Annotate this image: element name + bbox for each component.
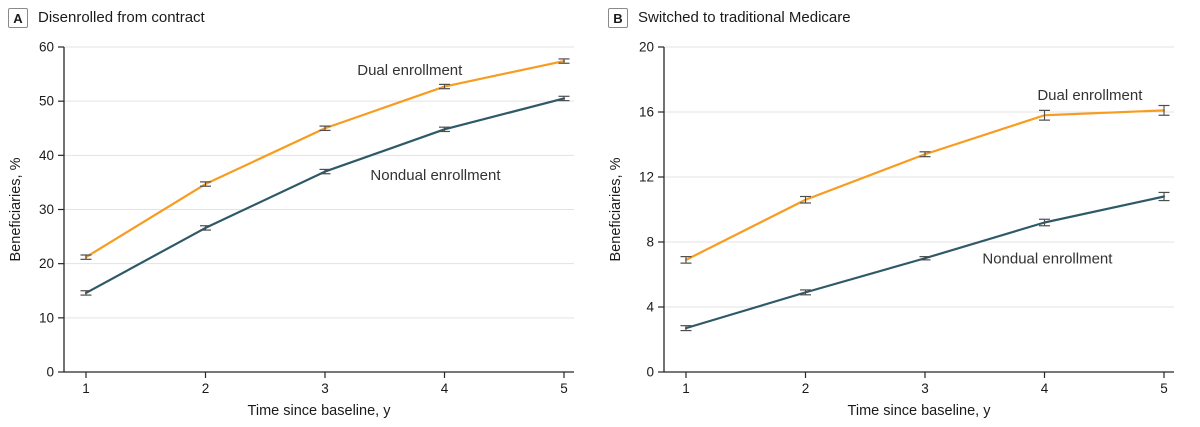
y-tick-label: 4 [646, 300, 654, 315]
panel-b: B Switched to traditional Medicare 0 4 8 12… [600, 0, 1200, 427]
series-line-dual-enrollment [684, 109, 1166, 261]
y-tick-label: 40 [39, 148, 54, 163]
y-tick-label: 0 [46, 365, 54, 380]
panel-a: A Disenrolled from contract 0 10 20 30 40 50 6… [0, 0, 600, 419]
x-axis-label: Time since baseline, y [848, 403, 992, 419]
series-line-dual-enrollment [84, 59, 566, 259]
x-tick-label: 4 [1041, 381, 1049, 396]
y-axis-label: Beneficiaries, % [8, 157, 24, 261]
x-axis-label: Time since baseline, y [248, 403, 392, 419]
x-tick-label: 3 [921, 381, 929, 396]
x-tick-label: 4 [441, 381, 449, 396]
panel-a-header: A Disenrolled from contract [0, 0, 600, 30]
y-tick-label: 20 [639, 40, 654, 55]
y-tick-label: 30 [39, 202, 54, 217]
x-tick-label: 1 [682, 381, 690, 396]
panel-b-title: Switched to traditional Medicare [638, 9, 851, 26]
x-tick-label: 3 [321, 381, 329, 396]
y-tick-label: 50 [39, 94, 54, 109]
y-tick-label: 8 [646, 235, 654, 250]
panel-a-letter: A [8, 8, 28, 28]
series-label-nondual-enrollment: Nondual enrollment [370, 167, 501, 184]
chart-disenrolled-from-contract: 0 10 20 30 40 50 60 1 2 3 4 5 Dual enrollment Nondual… [8, 40, 574, 419]
x-tick-label: 5 [1160, 381, 1168, 396]
panel-b-letter: B [608, 8, 628, 28]
series-label-dual-enrollment: Dual enrollment [1037, 87, 1143, 104]
x-tick-label: 1 [82, 381, 90, 396]
y-tick-label: 20 [39, 256, 54, 271]
y-tick-label: 60 [39, 40, 54, 55]
y-tick-label: 12 [639, 170, 654, 185]
y-tick-label: 16 [639, 105, 654, 120]
panel-b-header: B Switched to traditional Medicare [600, 0, 1200, 30]
y-tick-label: 0 [646, 365, 654, 380]
y-tick-label: 10 [39, 310, 54, 325]
x-tick-label: 5 [560, 381, 568, 396]
x-tick-label: 2 [202, 381, 210, 396]
x-tick-label: 2 [802, 381, 810, 396]
y-axis-label: Beneficiaries, % [608, 157, 624, 261]
series-label-dual-enrollment: Dual enrollment [357, 62, 463, 79]
series-label-nondual-enrollment: Nondual enrollment [982, 250, 1113, 267]
panel-a-title: Disenrolled from contract [38, 9, 205, 26]
